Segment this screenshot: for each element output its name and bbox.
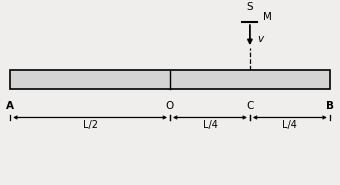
Text: M: M (263, 12, 272, 22)
Text: O: O (166, 101, 174, 111)
Bar (10, 70, 330, 89)
Text: C: C (246, 101, 254, 111)
Text: L/2: L/2 (83, 120, 98, 130)
Text: S: S (246, 2, 253, 12)
Text: v: v (257, 34, 264, 44)
Text: L/4: L/4 (283, 120, 297, 130)
Text: A: A (6, 101, 14, 111)
Text: L/4: L/4 (203, 120, 217, 130)
Text: B: B (326, 101, 334, 111)
